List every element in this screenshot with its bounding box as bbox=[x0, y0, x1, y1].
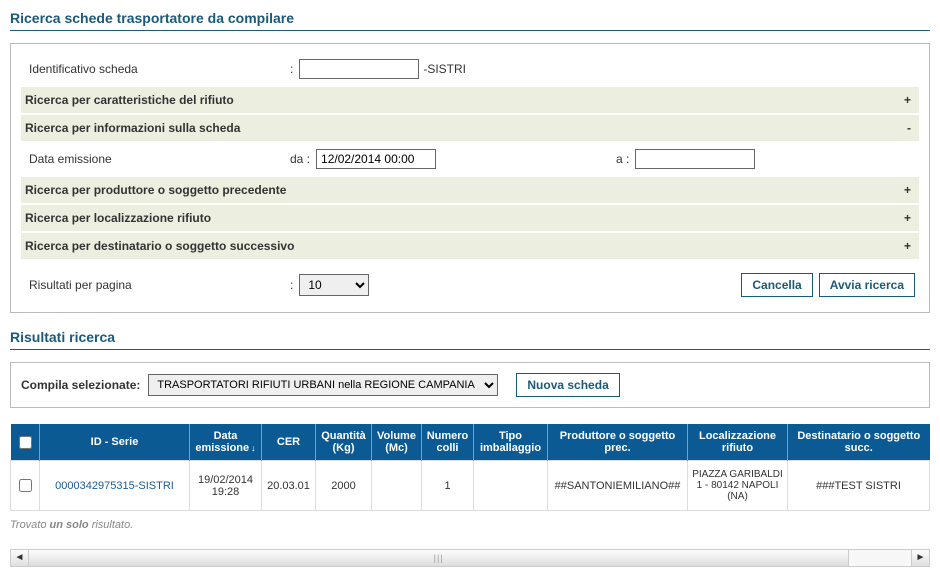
expand-icon: + bbox=[904, 211, 915, 225]
row-cer: 20.03.01 bbox=[262, 461, 316, 511]
count-post: risultato. bbox=[89, 519, 134, 531]
col-cer[interactable]: CER bbox=[262, 424, 316, 461]
col-dest[interactable]: Destinatario o soggetto succ. bbox=[788, 424, 930, 461]
compile-bar: Compila selezionate: TRASPORTATORI RIFIU… bbox=[10, 362, 930, 408]
filter-localizzazione[interactable]: Ricerca per localizzazione rifiuto + bbox=[21, 204, 919, 232]
da-input[interactable] bbox=[316, 149, 436, 169]
table-row: 0000342975315-SISTRI 19/02/2014 19:28 20… bbox=[11, 461, 930, 511]
filter-info-scheda[interactable]: Ricerca per informazioni sulla scheda - bbox=[21, 114, 919, 142]
row-qty: 2000 bbox=[316, 461, 372, 511]
scroll-thumb[interactable]: ||| bbox=[29, 550, 849, 566]
start-search-button[interactable]: Avvia ricerca bbox=[819, 273, 915, 297]
cancel-button[interactable]: Cancella bbox=[741, 273, 812, 297]
col-data[interactable]: Data emissione↓ bbox=[190, 424, 262, 461]
col-colli[interactable]: Numero colli bbox=[422, 424, 474, 461]
col-prod[interactable]: Produttore o soggetto prec. bbox=[548, 424, 688, 461]
count-pre: Trovato bbox=[10, 519, 50, 531]
expand-icon: + bbox=[904, 183, 915, 197]
id-suffix: -SISTRI bbox=[423, 62, 466, 76]
collapse-icon: - bbox=[907, 121, 915, 135]
results-table: ID - Serie Data emissione↓ CER Quantità … bbox=[10, 424, 930, 511]
a-input[interactable] bbox=[635, 149, 755, 169]
filter-destinatario[interactable]: Ricerca per destinatario o soggetto succ… bbox=[21, 232, 919, 260]
count-bold: un solo bbox=[50, 519, 89, 531]
col-qty[interactable]: Quantità (Kg) bbox=[316, 424, 372, 461]
data-emissione-label: Data emissione bbox=[25, 152, 290, 166]
compile-label: Compila selezionate: bbox=[21, 378, 140, 392]
a-label: a : bbox=[616, 152, 629, 166]
data-emissione-row: Data emissione da : a : bbox=[21, 142, 919, 176]
filter-label: Ricerca per destinatario o soggetto succ… bbox=[25, 239, 294, 253]
results-per-page-label: Risultati per pagina bbox=[25, 278, 290, 292]
compile-select[interactable]: TRASPORTATORI RIFIUTI URBANI nella REGIO… bbox=[148, 374, 498, 396]
scroll-left-arrow[interactable]: ◄ bbox=[11, 550, 29, 566]
filter-label: Ricerca per localizzazione rifiuto bbox=[25, 211, 211, 225]
row-dest: ###TEST SISTRI bbox=[788, 461, 930, 511]
new-scheda-button[interactable]: Nuova scheda bbox=[516, 373, 619, 397]
table-header-row: ID - Serie Data emissione↓ CER Quantità … bbox=[11, 424, 930, 461]
row-id-link[interactable]: 0000342975315-SISTRI bbox=[55, 480, 174, 492]
results-per-page-row: Risultati per pagina : 10 Cancella Avvia… bbox=[21, 266, 919, 304]
id-label: Identificativo scheda bbox=[25, 62, 290, 76]
search-panel: Identificativo scheda : -SISTRI Ricerca … bbox=[10, 43, 930, 313]
scroll-track[interactable]: ||| bbox=[29, 550, 911, 566]
horizontal-scrollbar[interactable]: ◄ ||| ► bbox=[10, 549, 930, 567]
col-data-label: Data emissione bbox=[195, 430, 249, 454]
filter-label: Ricerca per informazioni sulla scheda bbox=[25, 121, 240, 135]
row-checkbox[interactable] bbox=[19, 479, 32, 492]
filter-caratteristiche[interactable]: Ricerca per caratteristiche del rifiuto … bbox=[21, 86, 919, 114]
filter-label: Ricerca per produttore o soggetto preced… bbox=[25, 183, 286, 197]
col-tipo[interactable]: Tipo imballaggio bbox=[474, 424, 548, 461]
da-label: da : bbox=[290, 152, 310, 166]
scroll-right-arrow[interactable]: ► bbox=[911, 550, 929, 566]
filter-label: Ricerca per caratteristiche del rifiuto bbox=[25, 93, 234, 107]
results-per-page-select[interactable]: 10 bbox=[299, 274, 369, 296]
col-vol[interactable]: Volume (Mc) bbox=[372, 424, 422, 461]
row-tipo bbox=[474, 461, 548, 511]
row-vol bbox=[372, 461, 422, 511]
filter-produttore[interactable]: Ricerca per produttore o soggetto preced… bbox=[21, 176, 919, 204]
row-colli: 1 bbox=[422, 461, 474, 511]
colon: : bbox=[290, 278, 293, 292]
scroll-grip-icon: ||| bbox=[434, 553, 444, 563]
expand-icon: + bbox=[904, 93, 915, 107]
col-id[interactable]: ID - Serie bbox=[40, 424, 190, 461]
results-section-title: Risultati ricerca bbox=[10, 329, 930, 350]
row-prod: ##SANTONIEMILIANO## bbox=[548, 461, 688, 511]
col-loc[interactable]: Localizzazione rifiuto bbox=[688, 424, 788, 461]
result-count: Trovato un solo risultato. bbox=[10, 519, 930, 531]
id-input[interactable] bbox=[299, 59, 419, 79]
select-all-checkbox[interactable] bbox=[19, 436, 32, 449]
search-section-title: Ricerca schede trasportatore da compilar… bbox=[10, 10, 930, 31]
row-loc: PIAZZA GARIBALDI 1 - 80142 NAPOLI (NA) bbox=[688, 461, 788, 511]
colon: : bbox=[290, 62, 293, 76]
row-data: 19/02/2014 19:28 bbox=[190, 461, 262, 511]
id-row: Identificativo scheda : -SISTRI bbox=[21, 52, 919, 86]
expand-icon: + bbox=[904, 239, 915, 253]
sort-down-icon: ↓ bbox=[251, 443, 256, 453]
